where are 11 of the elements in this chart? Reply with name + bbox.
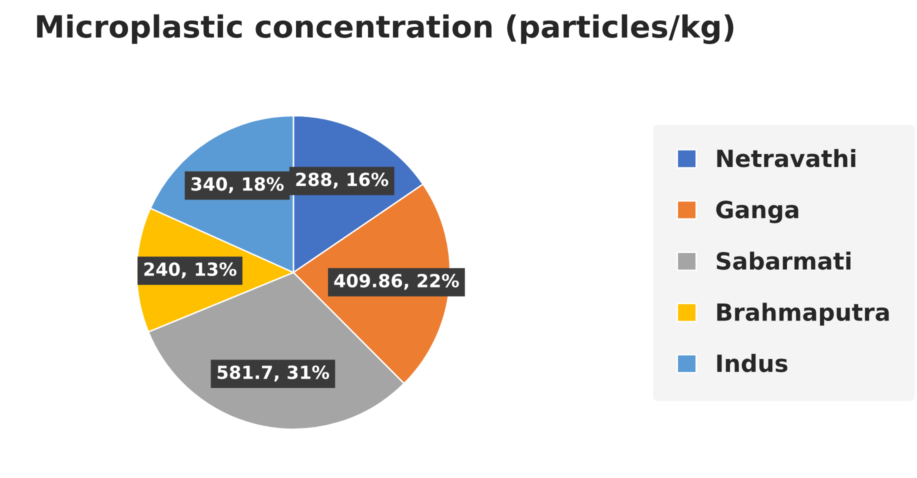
legend-label: Indus xyxy=(717,354,788,372)
legend-label: Brahmaputra xyxy=(717,302,889,326)
data-label: 340, 18% xyxy=(191,177,284,194)
data-label: 240, 13% xyxy=(144,262,236,278)
chart-title: Microplastic concentration (particles/kg) xyxy=(37,14,734,44)
legend-label: Sabarmati xyxy=(716,252,850,270)
legend-label: Ganga xyxy=(716,200,798,224)
data-label: 409.86, 22% xyxy=(334,274,459,290)
data-label: 288, 16% xyxy=(296,172,388,189)
data-label: 581.7, 31% xyxy=(218,365,330,382)
legend-label: Netravathi xyxy=(717,149,856,168)
